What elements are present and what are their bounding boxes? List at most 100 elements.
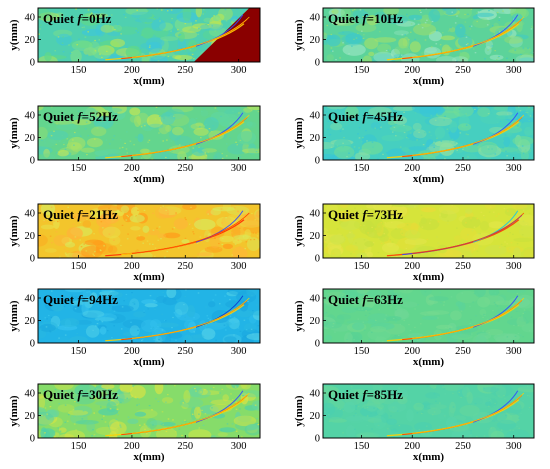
y-tick-label: 0 xyxy=(30,339,35,350)
field-image xyxy=(323,106,534,160)
field-image xyxy=(38,106,260,160)
x-tick-label: 200 xyxy=(124,65,140,76)
panel-title: Quiet f=63Hz xyxy=(328,292,403,307)
x-tick-label: 250 xyxy=(455,346,471,357)
x-tick-label: 150 xyxy=(354,441,370,452)
x-tick-label: 200 xyxy=(404,163,420,174)
y-tick-label: 20 xyxy=(310,231,321,242)
x-axis-label: x(mm) xyxy=(133,451,164,463)
x-tick-label: 200 xyxy=(404,441,420,452)
x-tick-label: 150 xyxy=(71,163,87,174)
x-tick-label: 150 xyxy=(354,261,370,272)
plot-frame xyxy=(322,288,535,344)
panel-8: 150 200 250 300 0 20 40 x(mm) y(mm) Quiet f=63Hz xyxy=(293,288,535,368)
x-tick-label: 200 xyxy=(404,65,420,76)
field-image xyxy=(323,384,534,438)
x-tick-label: 150 xyxy=(71,346,87,357)
y-tick-label: 20 xyxy=(25,231,36,242)
field-image xyxy=(38,289,260,343)
panel-title: Quiet f=85Hz xyxy=(328,387,403,402)
field-image xyxy=(38,384,260,438)
y-tick-label: 40 xyxy=(25,111,36,122)
x-tick-label: 300 xyxy=(231,346,247,357)
x-tick-label: 250 xyxy=(455,261,471,272)
y-tick-label: 40 xyxy=(25,294,36,305)
field-image xyxy=(323,204,534,258)
y-tick-label: 0 xyxy=(315,58,320,69)
x-tick-label: 150 xyxy=(354,65,370,76)
x-axis-label: x(mm) xyxy=(133,173,164,185)
y-tick-label: 0 xyxy=(30,156,35,167)
panel-4: 150 200 250 300 0 20 40 x(mm) y(mm) Quiet f=45Hz xyxy=(293,105,535,185)
plot-frame xyxy=(322,383,535,439)
x-tick-label: 150 xyxy=(71,65,87,76)
y-tick-label: 40 xyxy=(310,111,321,122)
x-tick-label: 300 xyxy=(506,163,522,174)
panel-6: 150 200 250 300 0 20 40 x(mm) y(mm) Quiet f=73Hz xyxy=(293,203,535,283)
x-tick-label: 200 xyxy=(124,441,140,452)
y-tick-label: 20 xyxy=(310,316,321,327)
y-tick-label: 40 xyxy=(25,389,36,400)
y-tick-label: 40 xyxy=(310,209,321,220)
x-tick-label: 250 xyxy=(455,163,471,174)
y-axis-label: y(mm) xyxy=(8,300,20,331)
y-tick-label: 0 xyxy=(30,254,35,265)
y-tick-label: 40 xyxy=(310,389,321,400)
y-tick-label: 40 xyxy=(25,209,36,220)
x-tick-label: 300 xyxy=(231,261,247,272)
x-tick-label: 300 xyxy=(506,65,522,76)
x-tick-label: 300 xyxy=(506,261,522,272)
x-tick-label: 250 xyxy=(177,346,193,357)
panel-10: 150 200 250 300 0 20 40 x(mm) y(mm) Quiet f=85Hz xyxy=(293,383,535,463)
field-image xyxy=(323,289,534,343)
plot-frame xyxy=(37,203,261,259)
x-axis-label: x(mm) xyxy=(133,356,164,368)
y-axis-label: y(mm) xyxy=(293,215,305,246)
plot-frame xyxy=(37,288,261,344)
x-axis-label: x(mm) xyxy=(133,75,164,87)
field-image xyxy=(38,204,260,258)
x-tick-label: 150 xyxy=(354,163,370,174)
field-image xyxy=(323,8,534,62)
y-axis-label: y(mm) xyxy=(8,19,20,50)
x-tick-label: 150 xyxy=(71,261,87,272)
y-tick-label: 0 xyxy=(30,58,35,69)
x-tick-label: 250 xyxy=(177,441,193,452)
plot-frame xyxy=(322,203,535,259)
plot-frame xyxy=(322,7,535,63)
x-tick-label: 150 xyxy=(71,441,87,452)
panel-7: 150 200 250 300 0 20 40 x(mm) y(mm) Quiet f=94Hz xyxy=(8,288,261,368)
panel-title: Quiet f=45Hz xyxy=(328,109,403,124)
panel-3: 150 200 250 300 0 20 40 x(mm) y(mm) Quiet f=52Hz xyxy=(8,105,261,185)
x-tick-label: 200 xyxy=(124,163,140,174)
x-tick-label: 250 xyxy=(455,441,471,452)
panel-title: Quiet f=94Hz xyxy=(43,292,118,307)
y-axis-label: y(mm) xyxy=(293,19,305,50)
field-image xyxy=(38,8,260,62)
x-tick-label: 300 xyxy=(506,346,522,357)
y-axis-label: y(mm) xyxy=(8,215,20,246)
panel-title: Quiet f=30Hz xyxy=(43,387,118,402)
x-tick-label: 250 xyxy=(177,163,193,174)
plot-frame xyxy=(37,7,261,63)
panel-title: Quiet f=21Hz xyxy=(43,207,118,222)
y-axis-label: y(mm) xyxy=(293,300,305,331)
y-tick-label: 20 xyxy=(25,35,36,46)
x-axis-label: x(mm) xyxy=(413,356,444,368)
y-tick-label: 0 xyxy=(30,434,35,445)
x-axis-label: x(mm) xyxy=(413,173,444,185)
x-tick-label: 250 xyxy=(177,65,193,76)
y-tick-label: 20 xyxy=(310,133,321,144)
x-axis-label: x(mm) xyxy=(413,451,444,463)
x-axis-label: x(mm) xyxy=(133,271,164,283)
y-tick-label: 40 xyxy=(25,13,36,24)
y-tick-label: 20 xyxy=(310,411,321,422)
x-axis-label: x(mm) xyxy=(413,75,444,87)
x-tick-label: 200 xyxy=(124,346,140,357)
panel-title: Quiet f=52Hz xyxy=(43,109,118,124)
plot-frame xyxy=(37,383,261,439)
y-tick-label: 0 xyxy=(315,254,320,265)
plot-frame xyxy=(37,105,261,161)
